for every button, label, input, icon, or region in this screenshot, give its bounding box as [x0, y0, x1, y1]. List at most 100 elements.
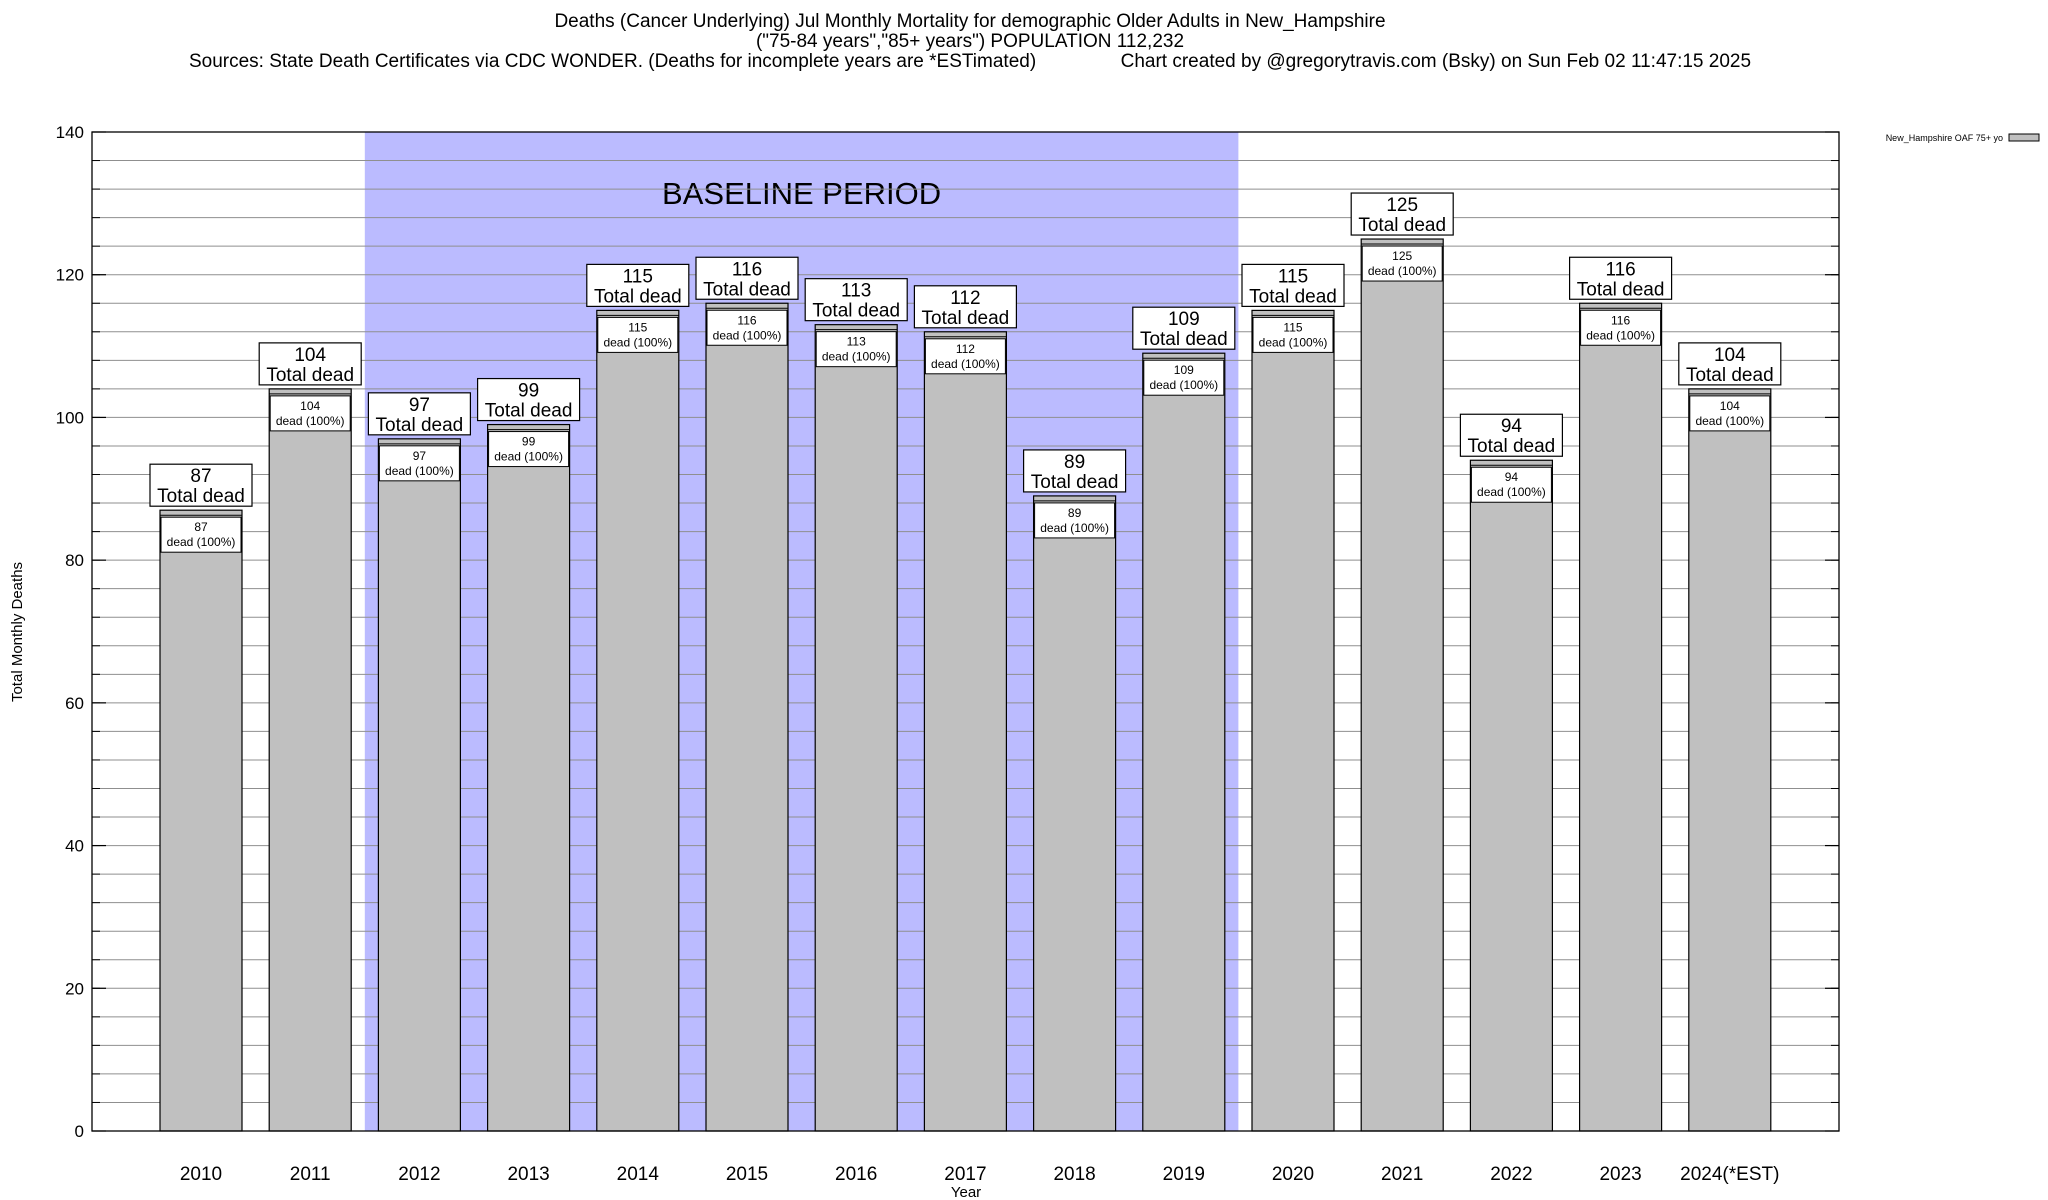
- bar-top-total-label: Total dead: [266, 365, 354, 386]
- bar-inner-label-box: [378, 445, 460, 482]
- x-tick-label: 2010: [180, 1164, 222, 1185]
- bar: [268, 388, 352, 1132]
- bar-top-total-label: Total dead: [703, 279, 791, 300]
- chart-title-line1: Deaths (Cancer Underlying) Jul Monthly M…: [554, 11, 1386, 32]
- bar-inner-label-box: [1034, 502, 1116, 539]
- bar-inner-percent: dead (100%): [931, 357, 1000, 371]
- bar-top-value: 97: [409, 395, 430, 416]
- bar: [1578, 302, 1663, 1132]
- bar-top-total-label: Total dead: [594, 286, 682, 307]
- x-tick-label: 2020: [1272, 1164, 1314, 1185]
- bar-inner-label-box: [1252, 316, 1334, 353]
- bar: [596, 309, 680, 1132]
- bar-top-label-box: [1678, 342, 1782, 386]
- bar: [923, 331, 1008, 1132]
- x-tick-label: 2017: [944, 1164, 986, 1185]
- bar-inner-percent: dead (100%): [713, 328, 782, 342]
- bar-inner-value: 94: [1505, 470, 1519, 484]
- bar-inner-value: 115: [1283, 320, 1302, 334]
- bar: [1251, 309, 1335, 1132]
- bar-inner-value: 116: [737, 313, 756, 327]
- y-tick-label: 100: [56, 408, 84, 427]
- bar-inner-label-box: [706, 309, 788, 346]
- bar-top-label-box: [1568, 256, 1673, 300]
- bar-top-value: 125: [1386, 195, 1418, 216]
- bar-top-total-label: Total dead: [1358, 215, 1446, 236]
- bar-inner-percent: dead (100%): [1040, 521, 1109, 535]
- bar-top-total-label: Total dead: [812, 301, 900, 322]
- bar-top-total-label: Total dead: [1140, 329, 1228, 350]
- x-tick-label: 2013: [507, 1164, 549, 1185]
- bar: [1142, 352, 1226, 1132]
- bar-inner-value: 115: [628, 320, 647, 334]
- x-axis-title: Year: [951, 1184, 981, 1200]
- x-tick-label: 2021: [1381, 1164, 1423, 1185]
- bar-top-value: 109: [1168, 309, 1200, 330]
- bar-inner-value: 87: [194, 520, 208, 534]
- x-tick-label: 2016: [835, 1164, 877, 1185]
- bar-top-label-box: [804, 278, 908, 322]
- bar-top-value: 115: [1278, 266, 1308, 287]
- bar-inner-label-box: [269, 395, 351, 432]
- y-tick-label: 140: [56, 123, 84, 142]
- bar: [1688, 388, 1772, 1132]
- bar-inner-label-box: [924, 338, 1006, 375]
- bar-top-label-box: [1350, 192, 1454, 236]
- x-tick-label: 2012: [398, 1164, 440, 1185]
- x-tick-label: 2014: [617, 1164, 660, 1185]
- bar-inner-label-box: [1143, 359, 1225, 396]
- bar-inner-label-box: [1361, 245, 1443, 282]
- x-tick-label: 2024(*EST): [1680, 1164, 1779, 1185]
- bar-top-label-box: [149, 463, 253, 507]
- bar: [705, 302, 789, 1132]
- bar-inner-value: 97: [413, 449, 427, 463]
- bar-inner-label-box: [488, 431, 570, 468]
- bar-inner-value: 116: [1611, 313, 1630, 327]
- bar-top-label-box: [1459, 413, 1564, 457]
- bar-top-total-label: Total dead: [485, 401, 573, 422]
- bar-top-value: 116: [732, 259, 762, 280]
- bar-top-value: 89: [1064, 452, 1085, 473]
- bar-inner-percent: dead (100%): [276, 414, 345, 428]
- bar-inner-value: 89: [1068, 506, 1082, 520]
- bar-top-value: 116: [1605, 259, 1635, 280]
- bar-top-total-label: Total dead: [376, 415, 464, 436]
- bar-inner-value: 104: [1720, 399, 1740, 413]
- bar-top-total-label: Total dead: [1249, 286, 1337, 307]
- bar-inner-label-box: [1689, 395, 1771, 432]
- bar: [814, 324, 898, 1132]
- bar-top-total-label: Total dead: [1031, 472, 1119, 493]
- bar-inner-value: 99: [522, 435, 536, 449]
- x-tick-label: 2022: [1490, 1164, 1532, 1185]
- bar-inner-label-box: [597, 316, 679, 353]
- x-tick-label: 2019: [1163, 1164, 1205, 1185]
- bar-inner-percent: dead (100%): [1149, 378, 1218, 392]
- bar-inner-percent: dead (100%): [603, 335, 672, 349]
- baseline-period-label: BASELINE PERIOD: [662, 176, 941, 211]
- bar-top-total-label: Total dead: [157, 486, 245, 507]
- bar-top-total-label: Total dead: [1577, 279, 1665, 300]
- y-tick-label: 120: [56, 266, 84, 285]
- chart-subtitle-sources: Sources: State Death Certificates via CD…: [188, 51, 1752, 72]
- bar: [377, 438, 461, 1132]
- bar-top-label-box: [1241, 263, 1345, 307]
- legend-label: New_Hampshire OAF 75+ yo: [1886, 133, 2003, 143]
- x-tick-label: 2015: [726, 1164, 768, 1185]
- y-tick-label: 20: [65, 979, 84, 998]
- bar-inner-percent: dead (100%): [1586, 328, 1655, 342]
- bar-top-value: 104: [294, 345, 326, 366]
- bar-inner-percent: dead (100%): [1477, 485, 1546, 499]
- bar-inner-label-box: [160, 516, 242, 553]
- bar-top-label-box: [477, 377, 581, 422]
- bar-inner-label-box: [1580, 309, 1662, 346]
- y-tick-label: 60: [65, 694, 84, 713]
- bar-top-value: 94: [1501, 416, 1523, 437]
- bar-top-value: 99: [518, 381, 539, 402]
- bar-inner-percent: dead (100%): [1259, 335, 1328, 349]
- bar-top-total-label: Total dead: [1468, 436, 1556, 457]
- y-axis-title: Total Monthly Deaths: [9, 562, 26, 702]
- y-tick-label: 80: [65, 551, 84, 570]
- y-tick-label: 40: [65, 837, 84, 856]
- bar-inner-value: 112: [956, 342, 975, 356]
